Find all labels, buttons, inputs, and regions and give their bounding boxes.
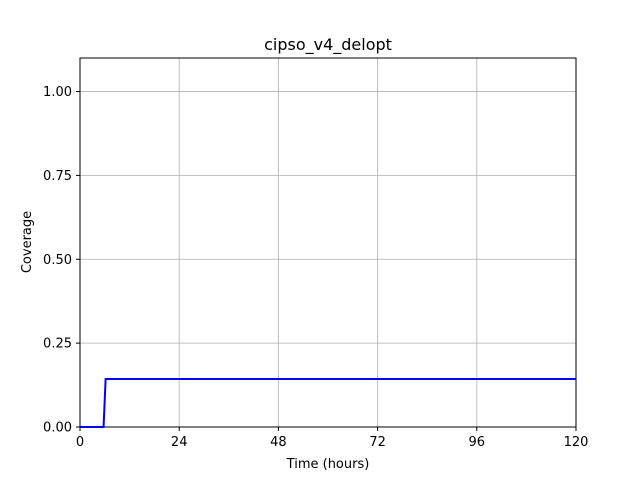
x-axis-label: Time (hours) bbox=[286, 457, 370, 472]
y-tick-label-3: 0.75 bbox=[43, 169, 72, 184]
x-tick-label-0: 0 bbox=[76, 435, 84, 450]
x-tick-label-4: 96 bbox=[469, 435, 486, 450]
x-tick-label-5: 120 bbox=[564, 435, 589, 450]
x-tick-label-3: 72 bbox=[369, 435, 386, 450]
axis-ticks: 0 24 48 72 96 120 0.00 0.25 0.50 0.75 1.00 bbox=[43, 85, 588, 450]
chart-title: cipso_v4_delopt bbox=[264, 35, 392, 55]
y-tick-label-4: 1.00 bbox=[43, 85, 72, 100]
series-line-0 bbox=[80, 378, 576, 428]
series-layer bbox=[80, 378, 576, 428]
y-tick-label-2: 0.50 bbox=[43, 253, 72, 268]
y-tick-label-1: 0.25 bbox=[43, 337, 72, 352]
y-tick-label-0: 0.00 bbox=[43, 421, 72, 436]
x-tick-label-2: 48 bbox=[270, 435, 287, 450]
y-axis-label: Coverage bbox=[20, 211, 35, 273]
plot-area bbox=[79, 57, 577, 428]
x-tick-label-1: 24 bbox=[171, 435, 188, 450]
